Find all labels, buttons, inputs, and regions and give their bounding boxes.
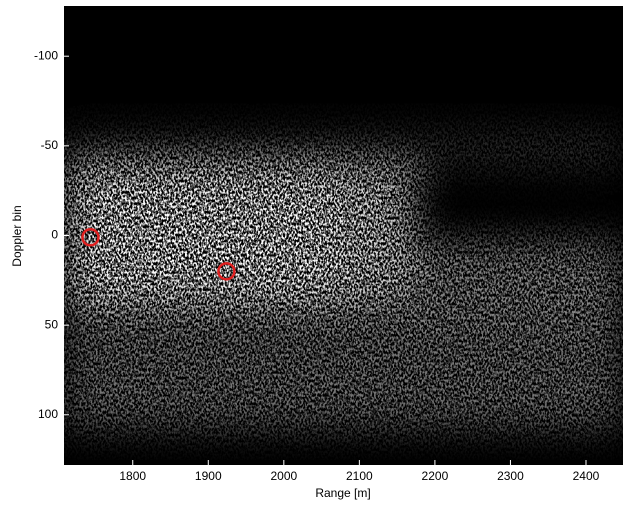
x-tick-label: 2200 [422, 469, 449, 483]
x-tick-label: 1900 [195, 469, 222, 483]
y-tick-label: -100 [34, 48, 58, 62]
x-tick-label: 2400 [573, 469, 600, 483]
intensity-image [64, 6, 623, 465]
y-tick-label: -50 [41, 138, 59, 152]
y-tick-label: 0 [51, 228, 58, 242]
y-tick-label: 100 [38, 407, 58, 421]
x-axis-label: Range [m] [315, 486, 370, 500]
y-axis-label: Doppler bin [10, 205, 24, 266]
chart: Range [m] Doppler bin 1800 1900 2000 2100 22… [0, 0, 623, 508]
x-tick-label: 2300 [497, 469, 524, 483]
y-tick-label: 50 [45, 317, 59, 331]
x-tick-label: 1800 [119, 469, 146, 483]
x-tick-label: 2100 [346, 469, 373, 483]
x-tick-label: 2000 [270, 469, 297, 483]
page: Range [m] Doppler bin 1800 1900 2000 2100 22… [0, 0, 623, 508]
